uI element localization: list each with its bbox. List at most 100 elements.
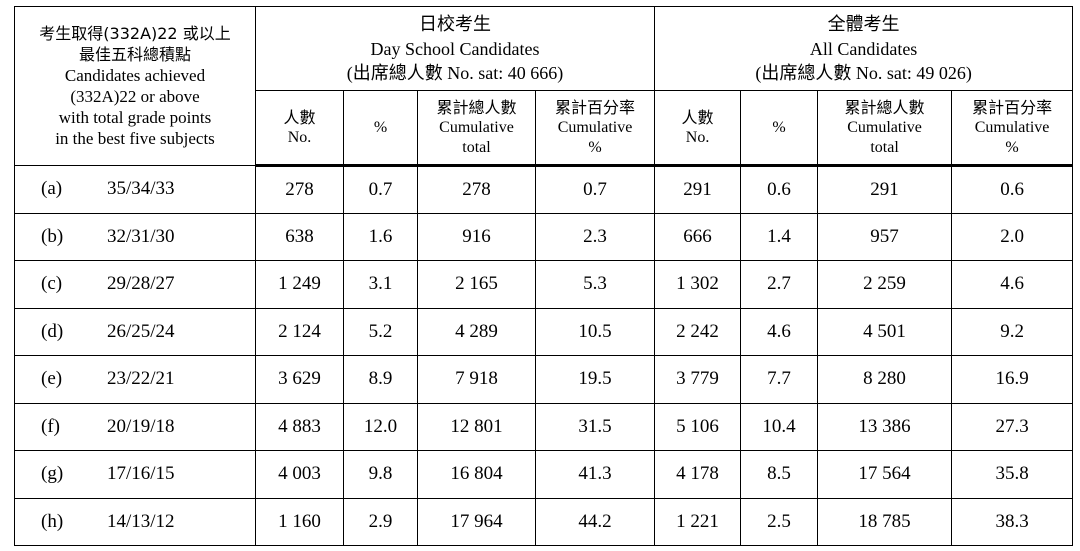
row-letter: (f): [41, 415, 60, 437]
row-label: (c) 29/28/27: [14, 260, 256, 309]
table-cell: 4 289: [417, 307, 536, 356]
row-letter: (g): [41, 463, 64, 485]
table-cell: 278: [255, 165, 344, 214]
table-cell: 8.5: [740, 450, 819, 499]
row-range: 29/28/27: [107, 273, 175, 295]
table-row: (a) 35/34/33 278 0.7 278 0.7 291 0.6 291 0.6: [14, 165, 1074, 214]
col-header-en: %: [1005, 138, 1019, 156]
table-cell: 3 629: [255, 355, 344, 404]
corner-line-3: Candidates achieved: [64, 66, 206, 85]
row-letter: (c): [41, 273, 63, 295]
row-label: (d) 26/25/24: [14, 307, 256, 356]
table-cell: 2.3: [534, 212, 656, 261]
col-header-zh: 人數: [283, 107, 316, 127]
row-range: 32/31/30: [107, 225, 175, 247]
table-cell: 1 249: [255, 260, 344, 309]
table-cell: 291: [817, 165, 953, 214]
table-cell: 4 178: [654, 450, 742, 499]
row-range: 23/22/21: [107, 368, 175, 390]
table-cell: 2 259: [817, 260, 953, 309]
table-cell: 1 221: [654, 497, 742, 546]
table-cell: 1 160: [255, 497, 344, 546]
all-sat: (出席總人數 No. sat: 49 026): [755, 62, 972, 83]
day-col-header-2: 累計總人數 Cumulative total: [417, 90, 536, 167]
table-row: (f) 20/19/18 4 883 12.0 12 801 31.5 5 106 10.4 1…: [14, 402, 1074, 451]
table-row: (c) 29/28/27 1 249 3.1 2 165 5.3 1 302 2.7 2 259…: [14, 260, 1074, 309]
table-cell: 19.5: [534, 355, 656, 404]
table-cell: 16.9: [951, 355, 1074, 404]
col-header-en: %: [373, 118, 388, 136]
table-row: (d) 26/25/24 2 124 5.2 4 289 10.5 2 242 4.6 4 50…: [14, 307, 1074, 356]
table-cell: 4 883: [255, 402, 344, 451]
col-header-zh: 人數: [681, 107, 714, 127]
row-label: (f) 20/19/18: [14, 402, 256, 451]
col-header-zh: 累計總人數: [436, 97, 517, 117]
all-col-header-2: 累計總人數 Cumulative total: [817, 90, 953, 167]
table-cell: 9.8: [343, 450, 418, 499]
table-cell: 5 106: [654, 402, 742, 451]
table-cell: 2.9: [343, 497, 418, 546]
table-cell: 10.4: [740, 402, 819, 451]
table-row: (g) 17/16/15 4 003 9.8 16 804 41.3 4 178 8.5 17 …: [14, 450, 1074, 499]
table-cell: 2.0: [951, 212, 1074, 261]
table-row: (h) 14/13/12 1 160 2.9 17 964 44.2 1 221 2.5 18 …: [14, 497, 1074, 546]
col-header-en: Cumulative: [557, 118, 633, 136]
table-cell: 1 302: [654, 260, 742, 309]
all-en: All Candidates: [809, 38, 918, 59]
day-school-sat: (出席總人數 No. sat: 40 666): [346, 62, 564, 83]
corner-line-5: with total grade points: [58, 108, 212, 127]
col-header-zh: 累計總人數: [844, 97, 925, 117]
table-cell: 0.7: [534, 165, 656, 214]
results-table: 考生取得(332A)22 或以上 最佳五科總積點 Candidates achi…: [14, 6, 1074, 546]
table-cell: 638: [255, 212, 344, 261]
table-cell: 291: [654, 165, 742, 214]
day-col-header-0: 人數 No.: [255, 90, 344, 167]
table-cell: 7.7: [740, 355, 819, 404]
row-label: (b) 32/31/30: [14, 212, 256, 261]
table-cell: 44.2: [534, 497, 656, 546]
table-cell: 38.3: [951, 497, 1074, 546]
table-cell: 27.3: [951, 402, 1074, 451]
table-cell: 2 242: [654, 307, 742, 356]
table-body: (a) 35/34/33 278 0.7 278 0.7 291 0.6 291 0.6 (b) 32…: [14, 165, 1074, 546]
table-cell: 31.5: [534, 402, 656, 451]
row-letter: (a): [41, 178, 63, 200]
row-label: (e) 23/22/21: [14, 355, 256, 404]
table-cell: 1.6: [343, 212, 418, 261]
corner-line-4: (332A)22 or above: [70, 87, 200, 106]
row-range: 26/25/24: [107, 320, 175, 342]
day-col-header-3: 累計百分率 Cumulative%: [534, 90, 656, 167]
table-cell: 3 779: [654, 355, 742, 404]
table-cell: 12 801: [417, 402, 536, 451]
row-letter: (h): [41, 510, 64, 532]
day-school-en: Day School Candidates: [370, 38, 540, 59]
row-label: (h) 14/13/12: [14, 497, 256, 546]
row-letter: (b): [41, 225, 64, 247]
row-letter: (d): [41, 320, 64, 342]
col-header-en: Cumulative: [847, 118, 922, 136]
table-cell: 18 785: [817, 497, 953, 546]
col-header-en: %: [772, 118, 786, 136]
all-zh: 全體考生: [827, 13, 900, 35]
corner-line-1: 考生取得(332A)22 或以上: [39, 24, 231, 43]
corner-header: 考生取得(332A)22 或以上 最佳五科總積點 Candidates achi…: [14, 6, 256, 166]
corner-line-6: in the best five subjects: [55, 129, 215, 148]
table-cell: 17 564: [817, 450, 953, 499]
table-cell: 916: [417, 212, 536, 261]
row-letter: (e): [41, 368, 63, 390]
col-header-en: Cumulative: [974, 118, 1050, 136]
all-col-header-1: %: [740, 90, 819, 167]
row-range: 35/34/33: [107, 178, 175, 200]
table-cell: 17 964: [417, 497, 536, 546]
table-cell: 10.5: [534, 307, 656, 356]
col-header-zh: 累計百分率: [555, 97, 636, 117]
table-cell: 7 918: [417, 355, 536, 404]
table-cell: 35.8: [951, 450, 1074, 499]
row-range: 14/13/12: [107, 510, 175, 532]
table-cell: 4.6: [951, 260, 1074, 309]
col-header-en: %: [588, 138, 602, 156]
row-range: 20/19/18: [107, 415, 175, 437]
subheader-row: 人數 No.% 累計總人數 Cumulative total 累計百分率 Cumulativ…: [15, 90, 1074, 167]
table-cell: 2 124: [255, 307, 344, 356]
table-cell: 3.1: [343, 260, 418, 309]
